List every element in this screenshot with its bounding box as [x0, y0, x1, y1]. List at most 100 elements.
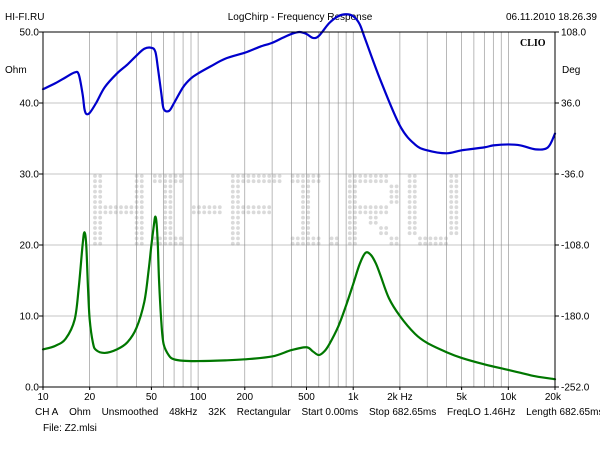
- watermark-dot: [152, 179, 157, 184]
- watermark-dot: [334, 241, 339, 246]
- watermark-dot: [93, 226, 97, 230]
- watermark-dot: [236, 231, 240, 236]
- watermark-dot: [236, 236, 240, 241]
- watermark-dot: [438, 236, 443, 241]
- watermark-dot: [207, 210, 212, 215]
- watermark-dot: [93, 179, 97, 184]
- watermark-dot: [311, 236, 316, 241]
- watermark-dot: [384, 174, 389, 178]
- vertical-gridlines: [89, 32, 509, 387]
- watermark-dot: [347, 200, 352, 204]
- watermark-dot: [178, 236, 183, 241]
- x-tick-label: 100: [190, 392, 207, 403]
- watermark-dot: [236, 215, 240, 220]
- watermark-dot: [139, 236, 144, 241]
- clio-brand: CLIO: [520, 38, 546, 49]
- watermark-dot: [163, 226, 168, 230]
- watermark-dot: [347, 189, 352, 194]
- watermark-dot: [163, 231, 168, 236]
- watermark-dot: [407, 179, 412, 184]
- watermark-dot: [329, 236, 334, 241]
- setting-channel: CH A: [35, 407, 59, 418]
- watermark-dot: [412, 205, 417, 210]
- watermark-dot: [433, 236, 438, 241]
- watermark-dot: [230, 226, 235, 230]
- watermark-dot: [353, 241, 357, 246]
- watermark-dot: [394, 194, 399, 199]
- watermark-dot: [163, 205, 168, 210]
- watermark-dot: [168, 241, 173, 246]
- setting-start: Start 0.00ms: [301, 407, 359, 418]
- watermark-dot: [163, 220, 168, 225]
- watermark-dot: [449, 194, 454, 199]
- watermark-dot: [449, 189, 454, 194]
- watermark-dot: [428, 241, 433, 246]
- watermark-dot: [301, 226, 305, 230]
- watermark-dot: [368, 205, 373, 210]
- watermark-dot: [438, 241, 443, 246]
- watermark-dot: [158, 179, 162, 184]
- watermark-dot: [168, 179, 173, 184]
- watermark-dot: [423, 236, 428, 241]
- watermark-dot: [358, 179, 363, 184]
- left-axis-unit: Ohm: [5, 65, 27, 76]
- watermark-dot: [178, 179, 183, 184]
- watermark-dot: [368, 220, 373, 225]
- watermark-dot: [217, 205, 222, 210]
- watermark-dot: [119, 205, 123, 210]
- watermark-dot: [306, 210, 311, 215]
- watermark-dot: [347, 236, 352, 241]
- watermark-dot: [295, 241, 300, 246]
- watermark-dot: [301, 194, 305, 199]
- watermark-dot: [139, 226, 144, 230]
- watermark-logo: [93, 174, 459, 246]
- watermark-dot: [353, 189, 357, 194]
- watermark-dot: [236, 184, 240, 189]
- watermark-dot: [358, 205, 363, 210]
- watermark-dot: [168, 231, 173, 236]
- setting-stop: Stop 682.65ms: [368, 407, 437, 418]
- watermark-dot: [389, 184, 394, 189]
- watermark-dot: [124, 210, 129, 215]
- header-timestamp: 06.11.2010 18.26.39: [506, 12, 597, 23]
- right-tick-label: -36.0: [561, 170, 584, 181]
- watermark-dot: [230, 200, 235, 204]
- x-tick-label: 500: [298, 392, 315, 403]
- watermark-dot: [301, 174, 305, 178]
- watermark-dot: [207, 205, 212, 210]
- watermark-dot: [301, 215, 305, 220]
- watermark-dot: [173, 179, 178, 184]
- watermark-dot: [93, 220, 97, 225]
- watermark-dot: [384, 179, 389, 184]
- watermark-dot: [230, 194, 235, 199]
- watermark-dot: [412, 174, 417, 178]
- watermark-dot: [103, 205, 108, 210]
- watermark-dot: [454, 179, 459, 184]
- watermark-dot: [230, 231, 235, 236]
- file-name: File: Z2.mlsi: [43, 423, 97, 434]
- watermark-dot: [454, 220, 459, 225]
- watermark-dot: [412, 189, 417, 194]
- watermark-dot: [241, 205, 246, 210]
- watermark-dot: [301, 220, 305, 225]
- watermark-dot: [449, 220, 454, 225]
- watermark-dot: [277, 179, 282, 184]
- watermark-dot: [168, 215, 173, 220]
- watermark-dot: [368, 179, 373, 184]
- watermark-dot: [368, 174, 373, 178]
- left-axis-ticks: 50.0 40.0 30.0 20.0 10.0 0.0: [20, 28, 43, 394]
- watermark-dot: [433, 241, 438, 246]
- watermark-dot: [139, 205, 144, 210]
- watermark-dot: [152, 174, 157, 178]
- right-tick-label: 108.0: [561, 28, 586, 39]
- watermark-dot: [301, 200, 305, 204]
- watermark-dot: [256, 210, 261, 215]
- watermark-dot: [306, 179, 311, 184]
- watermark-dot: [191, 205, 196, 210]
- watermark-dot: [93, 194, 97, 199]
- right-tick-label: -108.0: [561, 241, 590, 252]
- watermark-dot: [168, 184, 173, 189]
- watermark-dot: [262, 179, 266, 184]
- watermark-dot: [197, 205, 201, 210]
- watermark-dot: [262, 174, 266, 178]
